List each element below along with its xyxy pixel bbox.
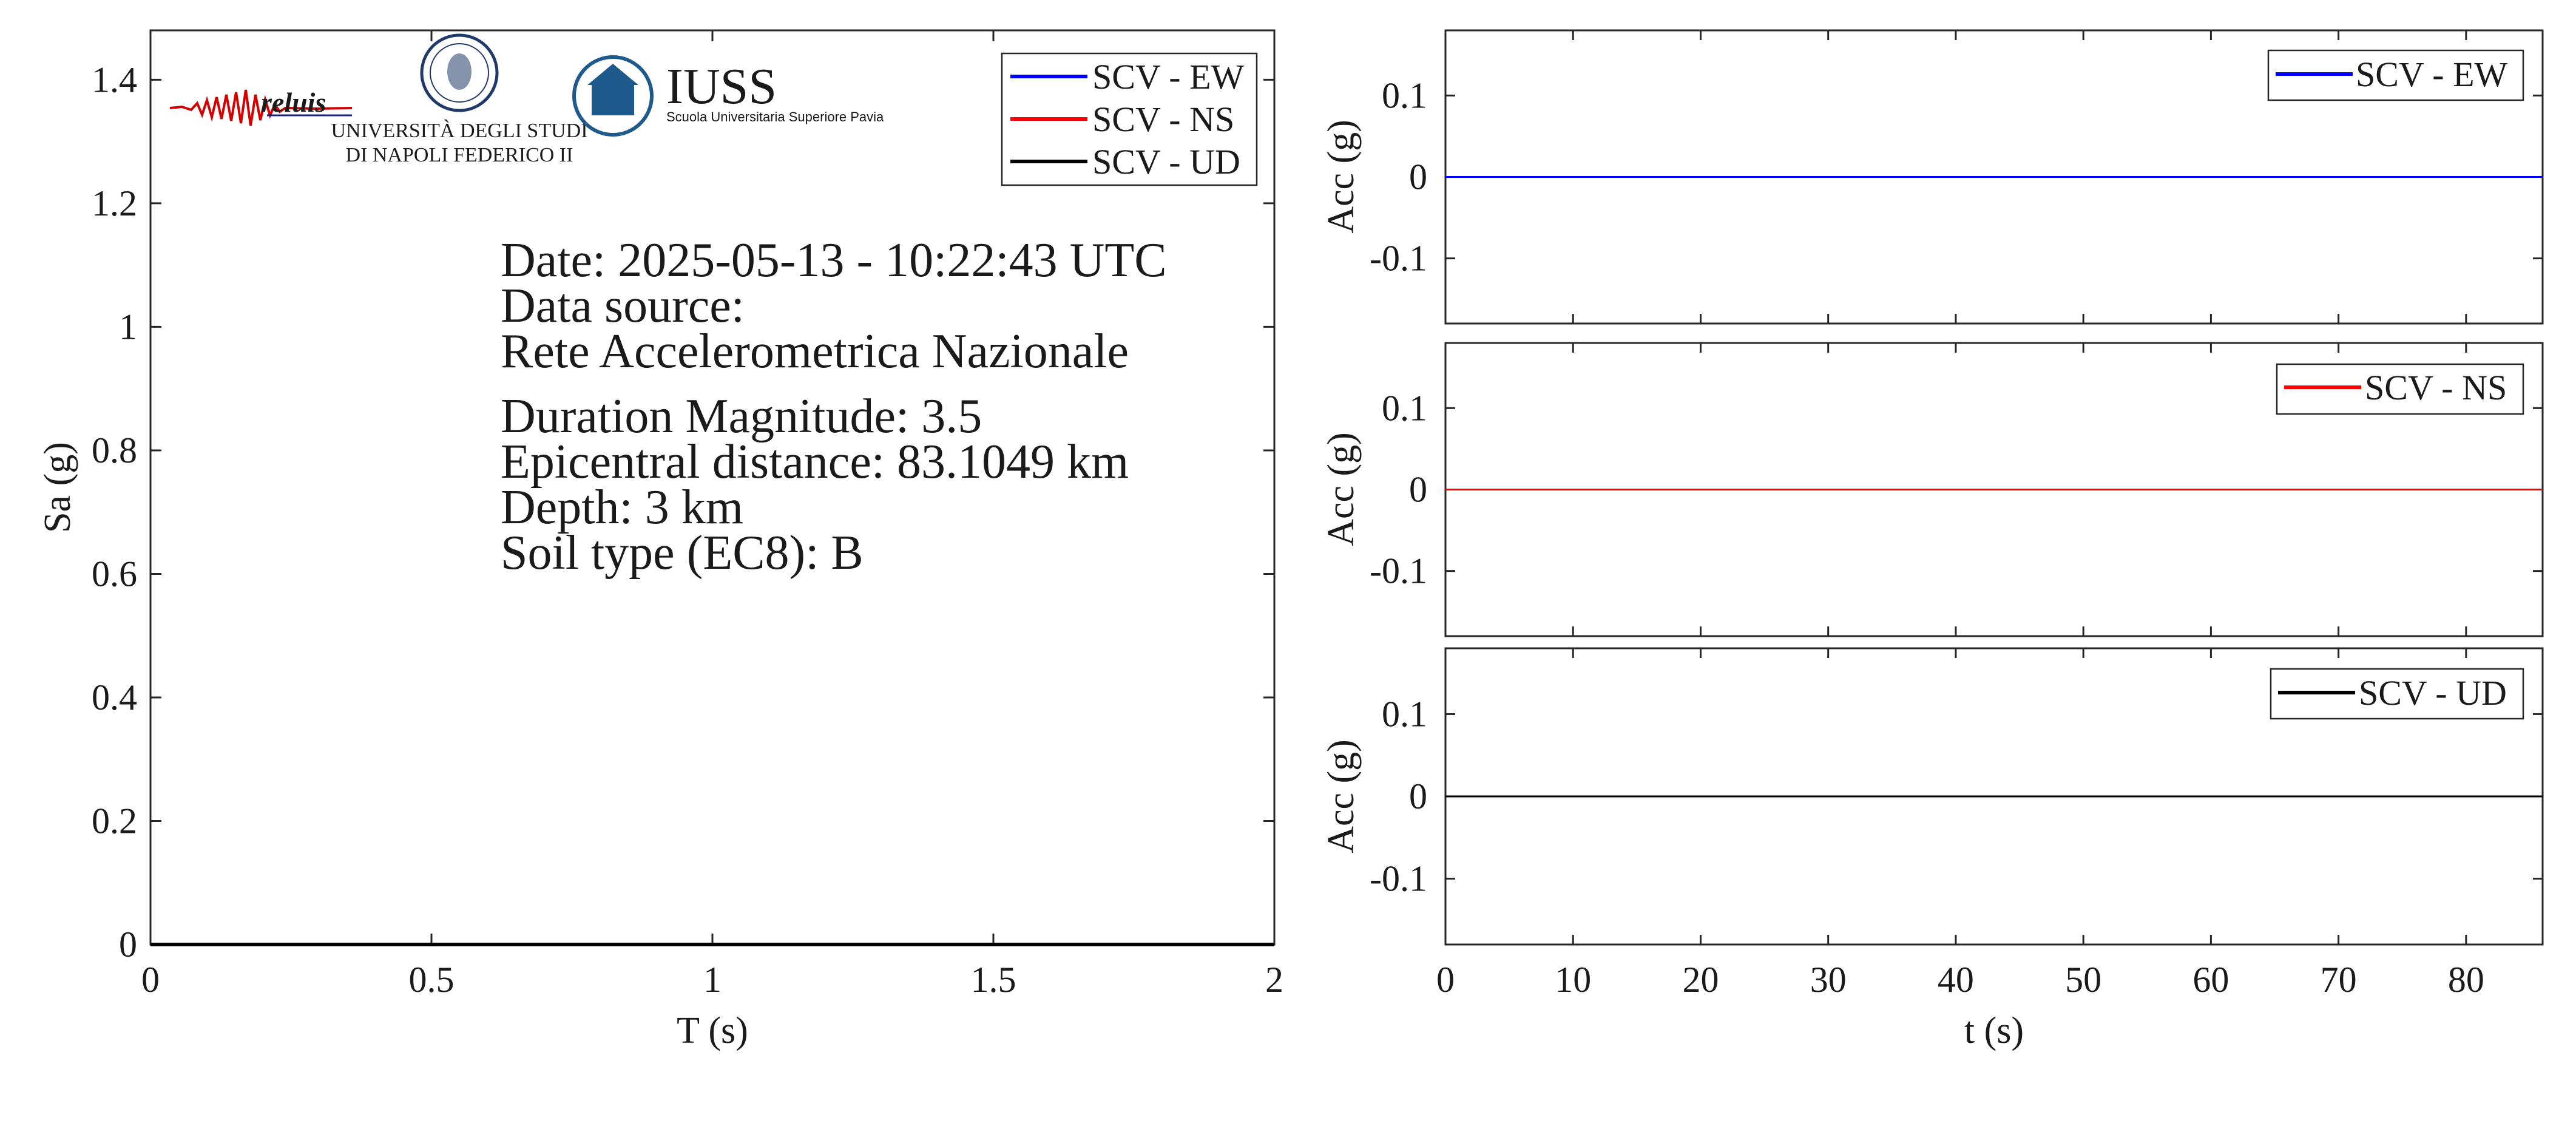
info-magnitude: Duration Magnitude: 3.5 [501, 390, 982, 443]
spectrum-y-tick-label: 0.6 [92, 554, 137, 594]
spectrum-x-ticks: 0 0.5 1 1.5 2 [141, 30, 1283, 1000]
spectrum-y-tick-label: 1.2 [92, 183, 137, 223]
iuss-name: IUSS [666, 58, 777, 115]
info-soil-type: Soil type (EC8): B [501, 526, 864, 580]
acc-y-tick-label: 0.1 [1382, 694, 1427, 734]
acc-y-tick-label: -0.1 [1370, 239, 1427, 279]
acc-ns-y-label: Acc (g) [1320, 432, 1362, 546]
acc-panel-ew: 0.1 0 -0.1 Acc (g) SCV - EW [1320, 29, 2544, 325]
acc-x-tick-label: 70 [2321, 960, 2357, 1000]
acc-ns-legend-label: SCV - NS [2365, 368, 2507, 407]
acc-y-tick-label: 0 [1409, 470, 1427, 510]
acc-x-tick-label: 10 [1555, 960, 1591, 1000]
event-info: Date: 2025-05-13 - 10:22:43 UTC Data sou… [501, 234, 1167, 580]
spectrum-y-tick-label: 0.4 [92, 677, 137, 717]
acc-panel-ud: 0.1 0 -0.1 0 10 20 30 40 50 60 70 80 Acc (g) SCV - … [1320, 647, 2544, 1051]
iuss-subtitle: Scuola Universitaria Superiore Pavia [666, 109, 884, 124]
reluis-logo: reluis [169, 87, 353, 126]
acc-y-tick-label: 0.1 [1382, 75, 1427, 115]
spectrum-x-tick-label: 0 [141, 960, 160, 1000]
legend-label-ew: SCV - EW [1092, 57, 1245, 97]
acc-ud-y-label: Acc (g) [1320, 739, 1362, 853]
acc-ud-x-label: t (s) [1964, 1010, 2024, 1051]
acc-y-tick-label: -0.1 [1370, 859, 1427, 899]
acc-y-tick-label: 0 [1409, 776, 1427, 816]
info-date: Date: 2025-05-13 - 10:22:43 UTC [501, 234, 1167, 287]
iuss-emblem [572, 55, 654, 137]
acc-ud-plot: 0.1 0 -0.1 0 10 20 30 40 50 60 70 80 [1370, 648, 2543, 1000]
unina-seal [420, 33, 499, 112]
spectrum-y-tick-label: 0.8 [92, 430, 137, 470]
acc-y-tick-label: -0.1 [1370, 551, 1427, 591]
unina-logo: UNIVERSITÀ DEGLI STUDI DI NAPOLI FEDERIC… [331, 33, 588, 166]
acc-x-tick-label: 60 [2192, 960, 2229, 1000]
acc-panel-ns: 0.1 0 -0.1 Acc (g) SCV - NS [1320, 342, 2544, 637]
iuss-logo: IUSS Scuola Universitaria Superiore Pavi… [572, 55, 884, 137]
unina-line-2: DI NAPOLI FEDERICO II [346, 144, 573, 166]
info-data-source-label: Data source: [501, 279, 745, 333]
acc-x-tick-label: 40 [1938, 960, 1974, 1000]
spectrum-x-tick-label: 1.5 [971, 960, 1016, 1000]
acc-ew-y-label: Acc (g) [1320, 120, 1362, 234]
acc-ud-legend-label: SCV - UD [2359, 673, 2507, 713]
spectrum-y-tick-label: 1 [119, 307, 137, 347]
legend-label-ns: SCV - NS [1092, 100, 1234, 139]
acc-x-tick-label: 50 [2065, 960, 2101, 1000]
acc-x-tick-label: 20 [1682, 960, 1719, 1000]
spectrum-x-label: T (s) [677, 1010, 748, 1051]
spectrum-x-tick-label: 0.5 [409, 960, 455, 1000]
info-epicentral-distance: Epicentral distance: 83.1049 km [501, 435, 1129, 489]
reluis-signal [169, 89, 353, 126]
info-depth: Depth: 3 km [501, 481, 743, 534]
spectrum-x-tick-label: 1 [703, 960, 722, 1000]
spectrum-y-ticks: 0 0.2 0.4 0.6 0.8 1 1.2 1.4 [92, 59, 1274, 965]
acc-x-tick-label: 80 [2448, 960, 2484, 1000]
spectrum-y-tick-label: 0.2 [92, 801, 137, 841]
acc-x-tick-label: 0 [1436, 960, 1455, 1000]
acc-y-tick-label: 0.1 [1382, 388, 1427, 428]
acc-ew-plot: 0.1 0 -0.1 [1370, 30, 2543, 324]
unina-line-1: UNIVERSITÀ DEGLI STUDI [331, 120, 587, 142]
spectrum-x-tick-label: 2 [1265, 960, 1283, 1000]
legend-label-ud: SCV - UD [1092, 142, 1240, 181]
spectrum-legend: SCV - EW SCV - NS SCV - UD [1001, 52, 1258, 186]
spectrum-y-tick-label: 1.4 [92, 59, 137, 100]
info-data-source: Rete Accelerometrica Nazionale [501, 325, 1129, 378]
spectrum-y-label: Sa (g) [37, 442, 78, 533]
acc-y-tick-label: 0 [1409, 157, 1427, 197]
acc-x-tick-label: 30 [1810, 960, 1847, 1000]
spectrum-panel: 0 0.2 0.4 0.6 0.8 1 1.2 1.4 0 0.5 1 1.5 2 T (s) Sa … [37, 29, 1283, 1051]
reluis-text: reluis [261, 87, 326, 118]
acc-ew-legend-label: SCV - EW [2356, 55, 2508, 94]
spectrum-y-tick-label: 0 [119, 924, 137, 965]
acc-ns-plot: 0.1 0 -0.1 [1370, 343, 2543, 636]
